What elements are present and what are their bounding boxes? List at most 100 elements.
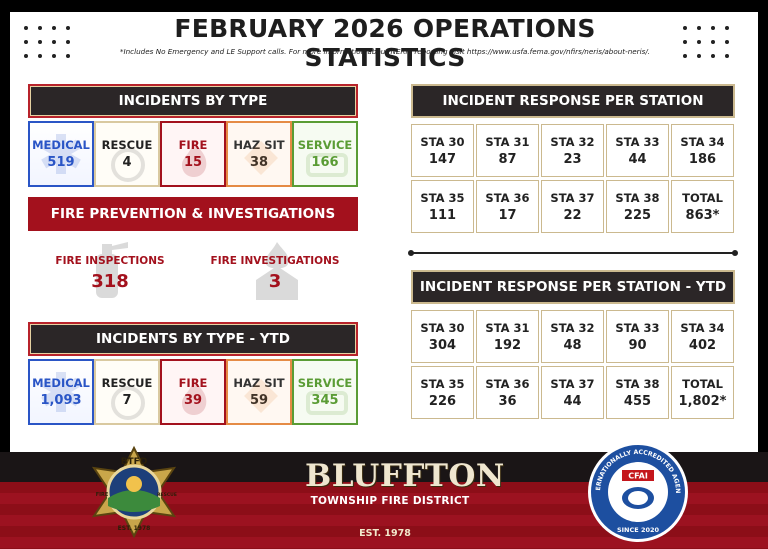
rescue-hand-icon	[111, 386, 145, 420]
station-cell: STA 32 23	[541, 124, 604, 177]
station-value: 44	[563, 393, 582, 409]
station-cell: STA 30 304	[411, 310, 474, 363]
station-label: STA 35	[420, 190, 465, 205]
tile-fire: FIRE 15	[160, 121, 226, 187]
station-cell: STA 35 111	[411, 180, 474, 233]
station-cell: STA 33 44	[606, 124, 669, 177]
tile-label: RESCUE	[101, 376, 153, 390]
seal-center-text: CFAI	[628, 472, 648, 481]
station-label: TOTAL	[682, 376, 723, 391]
tile-label: MEDICAL	[30, 376, 92, 390]
badge-right-text: RESCUE	[157, 492, 177, 498]
tile-rescue-ytd: RESCUE 7	[94, 359, 160, 425]
station-total-cell: TOTAL 1,802*	[671, 366, 734, 419]
station-value: 23	[563, 151, 582, 167]
tile-medical: MEDICAL 519	[28, 121, 94, 187]
tile-service: SERVICE 166	[292, 121, 358, 187]
incidents-by-type-ytd-header: INCIDENTS BY TYPE - YTD	[28, 322, 358, 356]
badge-left-text: FIRE	[96, 492, 109, 498]
station-label: STA 32	[550, 134, 595, 149]
decorative-dots-left	[24, 26, 80, 58]
fire-inspections-value: 318	[91, 271, 129, 292]
tile-value: 39	[162, 393, 224, 408]
station-value: 44	[628, 151, 647, 167]
page-title: FEBRUARY 2026 OPERATIONS STATISTICS	[174, 14, 596, 72]
station-cell: STA 31 192	[476, 310, 539, 363]
station-value: 1,802*	[678, 393, 727, 409]
section-divider	[408, 250, 738, 256]
tile-service-ytd: SERVICE 345	[292, 359, 358, 425]
station-label: STA 35	[420, 376, 465, 391]
station-label: STA 34	[680, 134, 725, 149]
station-total-cell: TOTAL 863*	[671, 180, 734, 233]
station-label: STA 32	[550, 320, 595, 335]
tile-value: 7	[122, 393, 132, 408]
station-cell: STA 36 36	[476, 366, 539, 419]
station-value: 304	[428, 337, 457, 353]
station-value: 192	[493, 337, 522, 353]
station-label: STA 38	[615, 190, 660, 205]
tile-label: FIRE	[162, 376, 224, 390]
station-label: STA 36	[485, 376, 530, 391]
hazmat-icon	[244, 379, 278, 413]
tile-haz-sit: HAZ SIT 38	[226, 121, 292, 187]
fire-investigations-label: FIRE INVESTIGATIONS	[210, 255, 340, 267]
tile-label: MEDICAL	[30, 138, 92, 152]
brand-subtitle: TOWNSHIP FIRE DISTRICT	[310, 495, 470, 507]
fire-inspections: FIRE INSPECTIONS 318	[40, 255, 180, 292]
fire-prevention-header: FIRE PREVENTION & INVESTIGATIONS	[28, 197, 358, 231]
tile-label: FIRE	[162, 138, 224, 152]
station-value: 17	[498, 207, 517, 223]
station-cell: STA 36 17	[476, 180, 539, 233]
tile-rescue: RESCUE 4	[94, 121, 160, 187]
tile-medical-ytd: MEDICAL 1,093	[28, 359, 94, 425]
station-cell: STA 33 90	[606, 310, 669, 363]
station-label: STA 33	[615, 320, 660, 335]
station-cell: STA 34 186	[671, 124, 734, 177]
medical-star-icon	[41, 372, 81, 412]
station-label: TOTAL	[682, 190, 723, 205]
tile-label: HAZ SIT	[233, 376, 285, 390]
station-label: STA 30	[420, 134, 465, 149]
station-label: STA 31	[485, 134, 530, 149]
service-icon	[306, 153, 348, 177]
fire-inspections-label: FIRE INSPECTIONS	[55, 255, 165, 267]
station-label: STA 30	[420, 320, 465, 335]
incidents-by-type-header: INCIDENTS BY TYPE	[28, 84, 358, 118]
station-cell: STA 30 147	[411, 124, 474, 177]
station-cell: STA 38 455	[606, 366, 669, 419]
fire-extinguisher-icon	[96, 242, 128, 298]
station-value: 455	[623, 393, 652, 409]
tile-value: 345	[311, 393, 339, 408]
fire-flame-icon	[182, 379, 207, 415]
station-value: 226	[428, 393, 457, 409]
medical-star-icon	[41, 134, 81, 174]
station-label: STA 34	[680, 320, 725, 335]
fire-investigations: FIRE INVESTIGATIONS 3	[200, 255, 350, 292]
tile-value: 15	[162, 155, 224, 170]
tile-label: SERVICE	[297, 376, 353, 390]
station-cell: STA 37 44	[541, 366, 604, 419]
tile-value: 519	[30, 155, 92, 170]
station-label: STA 37	[550, 190, 595, 205]
tile-value: 38	[228, 155, 290, 170]
tile-value: 4	[122, 155, 132, 170]
station-label: STA 31	[485, 320, 530, 335]
house-fire-icon	[256, 242, 298, 300]
brand-name: BLUFFTON	[305, 458, 505, 494]
station-value: 90	[628, 337, 647, 353]
station-cell: STA 31 87	[476, 124, 539, 177]
tile-label: HAZ SIT	[233, 138, 285, 152]
response-per-station-ytd-header: INCIDENT RESPONSE PER STATION - YTD	[411, 270, 735, 304]
station-label: STA 33	[615, 134, 660, 149]
tile-haz-sit-ytd: HAZ SIT 59	[226, 359, 292, 425]
accreditation-seal-icon: INTERNATIONALLY ACCREDITED AGENCY CFAI S…	[586, 440, 688, 542]
tile-value: 1,093	[30, 393, 92, 408]
tile-fire-ytd: FIRE 39	[160, 359, 226, 425]
service-icon	[306, 391, 348, 415]
tile-label: SERVICE	[297, 138, 353, 152]
station-label: STA 37	[550, 376, 595, 391]
maltese-cross-badge-icon: BTFD FIRE RESCUE EST. 1978	[91, 445, 177, 539]
station-value: 147	[428, 151, 457, 167]
